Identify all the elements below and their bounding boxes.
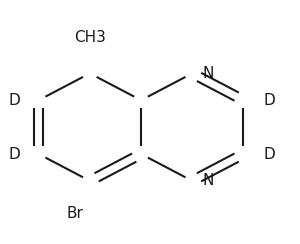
Text: D: D (264, 146, 276, 162)
Text: N: N (202, 66, 214, 81)
Text: N: N (202, 173, 214, 188)
Text: D: D (264, 93, 276, 108)
Text: D: D (9, 146, 21, 162)
Text: D: D (9, 93, 21, 108)
Text: Br: Br (66, 206, 83, 222)
Text: CH3: CH3 (74, 30, 106, 45)
